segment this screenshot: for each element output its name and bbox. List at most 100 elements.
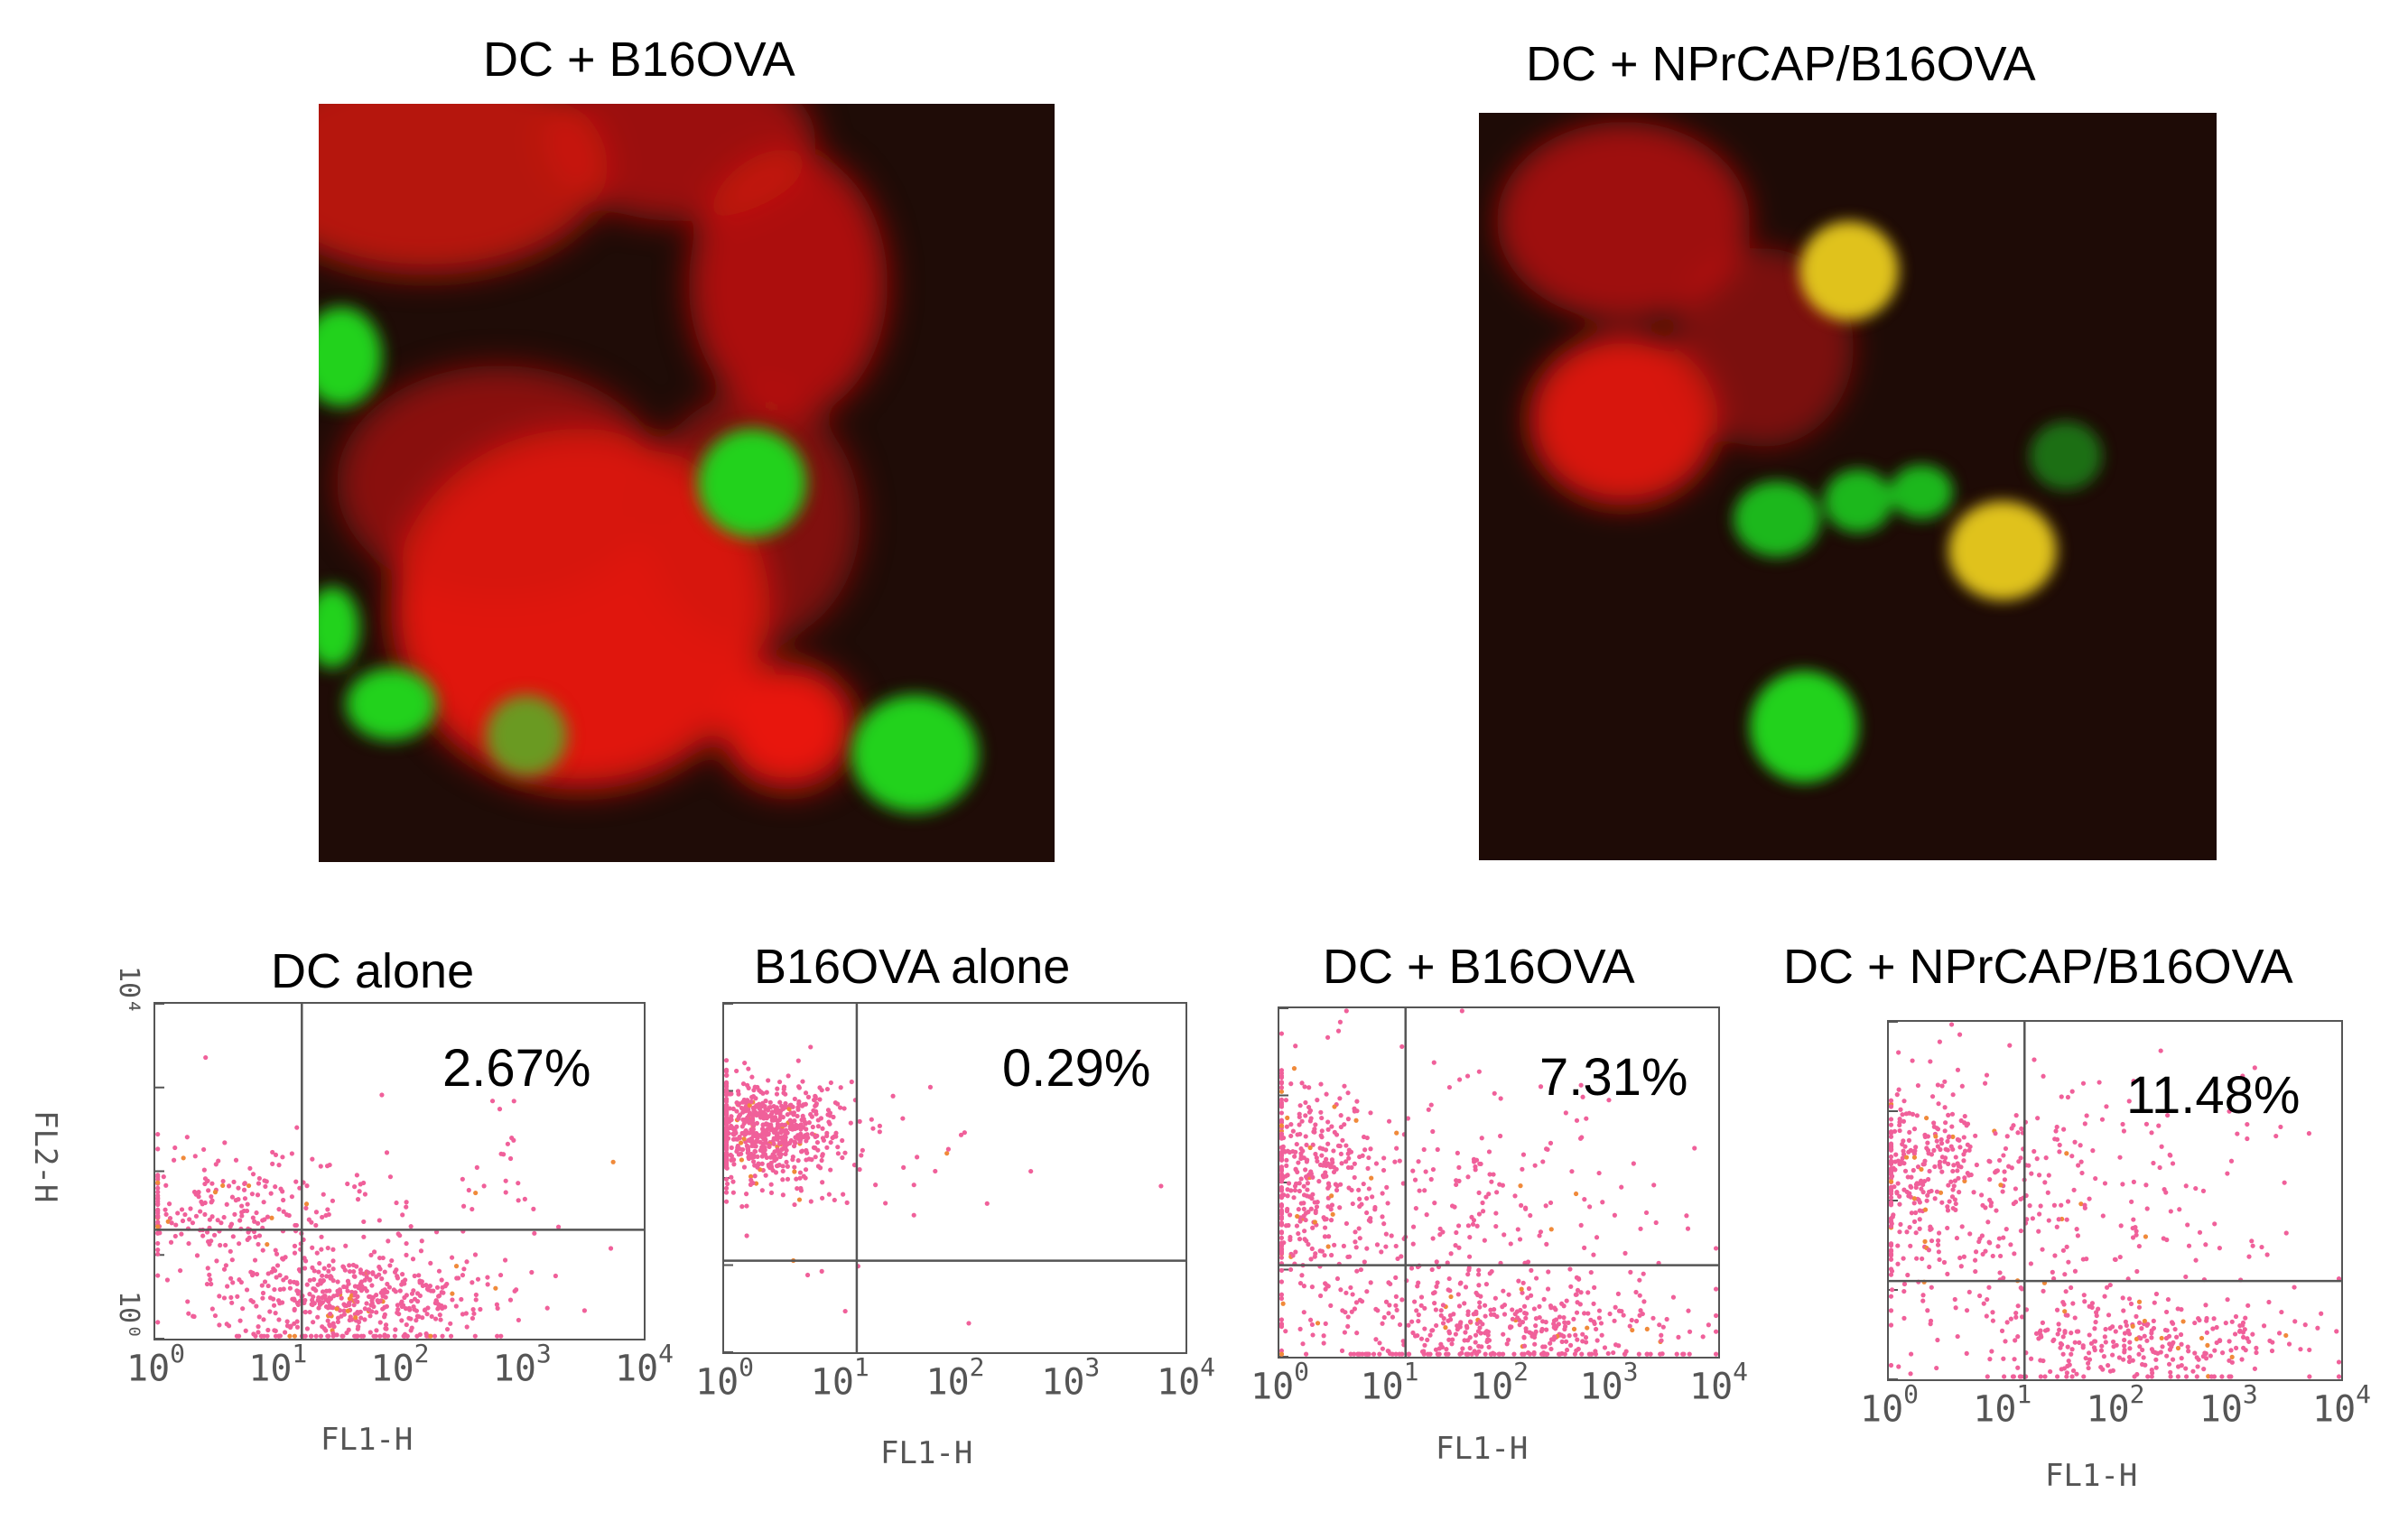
- scatter-point: [1559, 1339, 1565, 1344]
- scatter-point: [1279, 1247, 1285, 1252]
- scatter-point: [330, 1266, 336, 1272]
- scatter-point: [2233, 1313, 2239, 1320]
- scatter-point: [1935, 1337, 1940, 1343]
- scatter-point: [1338, 1151, 1343, 1157]
- scatter-point: [1951, 1183, 1957, 1189]
- scatter-point: [2217, 1246, 2222, 1251]
- scatter-point: [1909, 1184, 1914, 1190]
- scatter-point: [1594, 1235, 1600, 1240]
- scatter-point: [1410, 1241, 1416, 1247]
- scatter-point: [2134, 1229, 2139, 1234]
- scatter-point: [814, 1133, 820, 1138]
- scatter-point: [331, 1324, 337, 1330]
- scatter-point: [370, 1270, 376, 1275]
- scatter-point: [1310, 1332, 1316, 1338]
- scatter-point: [511, 1099, 516, 1104]
- scatter-point: [404, 1322, 409, 1328]
- scatter-point: [2210, 1326, 2216, 1331]
- scatter-point: [409, 1291, 415, 1296]
- scatter-point: [1889, 1287, 1895, 1293]
- scatter-point: [1290, 1253, 1296, 1258]
- scatter-point: [1548, 1227, 1554, 1232]
- scatter-point: [1337, 1096, 1343, 1101]
- scatter-point: [724, 1176, 730, 1182]
- scatter-point: [1310, 1192, 1316, 1197]
- scatter-point: [355, 1197, 361, 1202]
- scatter-point: [1582, 1197, 1587, 1202]
- scatter-point: [172, 1233, 178, 1239]
- scatter-point: [1929, 1188, 1934, 1194]
- scatter-point: [786, 1073, 791, 1079]
- scatter-point: [1901, 1118, 1907, 1124]
- scatter-point: [2239, 1357, 2245, 1362]
- scatter-point: [2078, 1201, 2084, 1207]
- scatter-point: [470, 1307, 476, 1312]
- scatter-point: [724, 1121, 730, 1127]
- scatter-point: [355, 1299, 360, 1304]
- scatter-point: [155, 1273, 161, 1278]
- scatter-point: [2306, 1131, 2312, 1136]
- scatter-point: [1346, 1155, 1352, 1161]
- scatter-point: [1435, 1280, 1440, 1285]
- scatter-point: [2062, 1329, 2068, 1334]
- scatter-point: [803, 1167, 809, 1173]
- scatter-point: [1574, 1310, 1580, 1315]
- scatter-point: [1312, 1200, 1317, 1205]
- scatter-point: [792, 1139, 797, 1145]
- scatter-point: [1953, 1201, 1958, 1207]
- scatter-point: [1598, 1321, 1604, 1326]
- scatter-point: [1345, 1314, 1351, 1320]
- scatter-point: [2070, 1301, 2076, 1306]
- scatter-point: [1628, 1269, 1633, 1275]
- scatter-point: [454, 1275, 460, 1281]
- scatter-point: [2104, 1285, 2110, 1290]
- scatter-point: [1437, 1232, 1443, 1238]
- scatter-point: [1638, 1226, 1643, 1231]
- scatter-point: [358, 1309, 363, 1314]
- scatter-point: [321, 1326, 327, 1331]
- scatter-point: [785, 1176, 791, 1182]
- scatter-point: [254, 1303, 259, 1309]
- scatter-point: [1957, 1145, 1963, 1150]
- scatter-point: [1288, 1133, 1294, 1139]
- scatter-point: [2016, 1159, 2022, 1164]
- scatter-point: [1390, 1314, 1396, 1320]
- scatter-point: [325, 1245, 330, 1251]
- scatter-point: [1956, 1175, 1961, 1181]
- scatter-point: [1465, 1272, 1471, 1277]
- scatter-point: [1328, 1207, 1334, 1212]
- scatter-point: [2237, 1322, 2243, 1329]
- scatter-point: [736, 1091, 741, 1097]
- scatter-point: [1648, 1351, 1653, 1357]
- scatter-point: [2143, 1182, 2149, 1188]
- scatter-point: [2100, 1213, 2106, 1219]
- scatter-point: [1393, 1294, 1399, 1299]
- scatter-point: [2240, 1320, 2246, 1326]
- scatter-point: [1531, 1306, 1537, 1312]
- scatter-point: [2122, 1343, 2127, 1349]
- scatter-point: [1455, 1150, 1460, 1155]
- scatter-point: [502, 1257, 508, 1263]
- scatter-point: [1976, 1238, 1982, 1245]
- scatter-point: [2093, 1320, 2098, 1325]
- scatter-point: [762, 1103, 767, 1109]
- scatter-point: [514, 1287, 519, 1293]
- scatter-point: [2127, 1346, 2133, 1351]
- scatter-point: [1706, 1322, 1711, 1328]
- scatter-point: [439, 1303, 444, 1309]
- scatter-point: [1643, 1210, 1650, 1216]
- scatter-point: [1312, 1127, 1317, 1132]
- scatter-point: [1580, 1331, 1585, 1337]
- scatter-point: [1929, 1285, 1934, 1290]
- scatter-point: [1664, 1316, 1669, 1322]
- y-tick-top-1: 10⁴: [113, 966, 144, 1016]
- scatter-point: [186, 1240, 191, 1247]
- scatter-point: [1315, 1098, 1320, 1103]
- scatter-point: [414, 1318, 419, 1323]
- scatter-point: [354, 1173, 359, 1178]
- scatter-point: [724, 1190, 730, 1195]
- scatter-point: [2141, 1355, 2146, 1360]
- scatter-point: [1521, 1334, 1527, 1340]
- scatter-point: [2205, 1342, 2210, 1348]
- scatter-point: [2153, 1357, 2159, 1362]
